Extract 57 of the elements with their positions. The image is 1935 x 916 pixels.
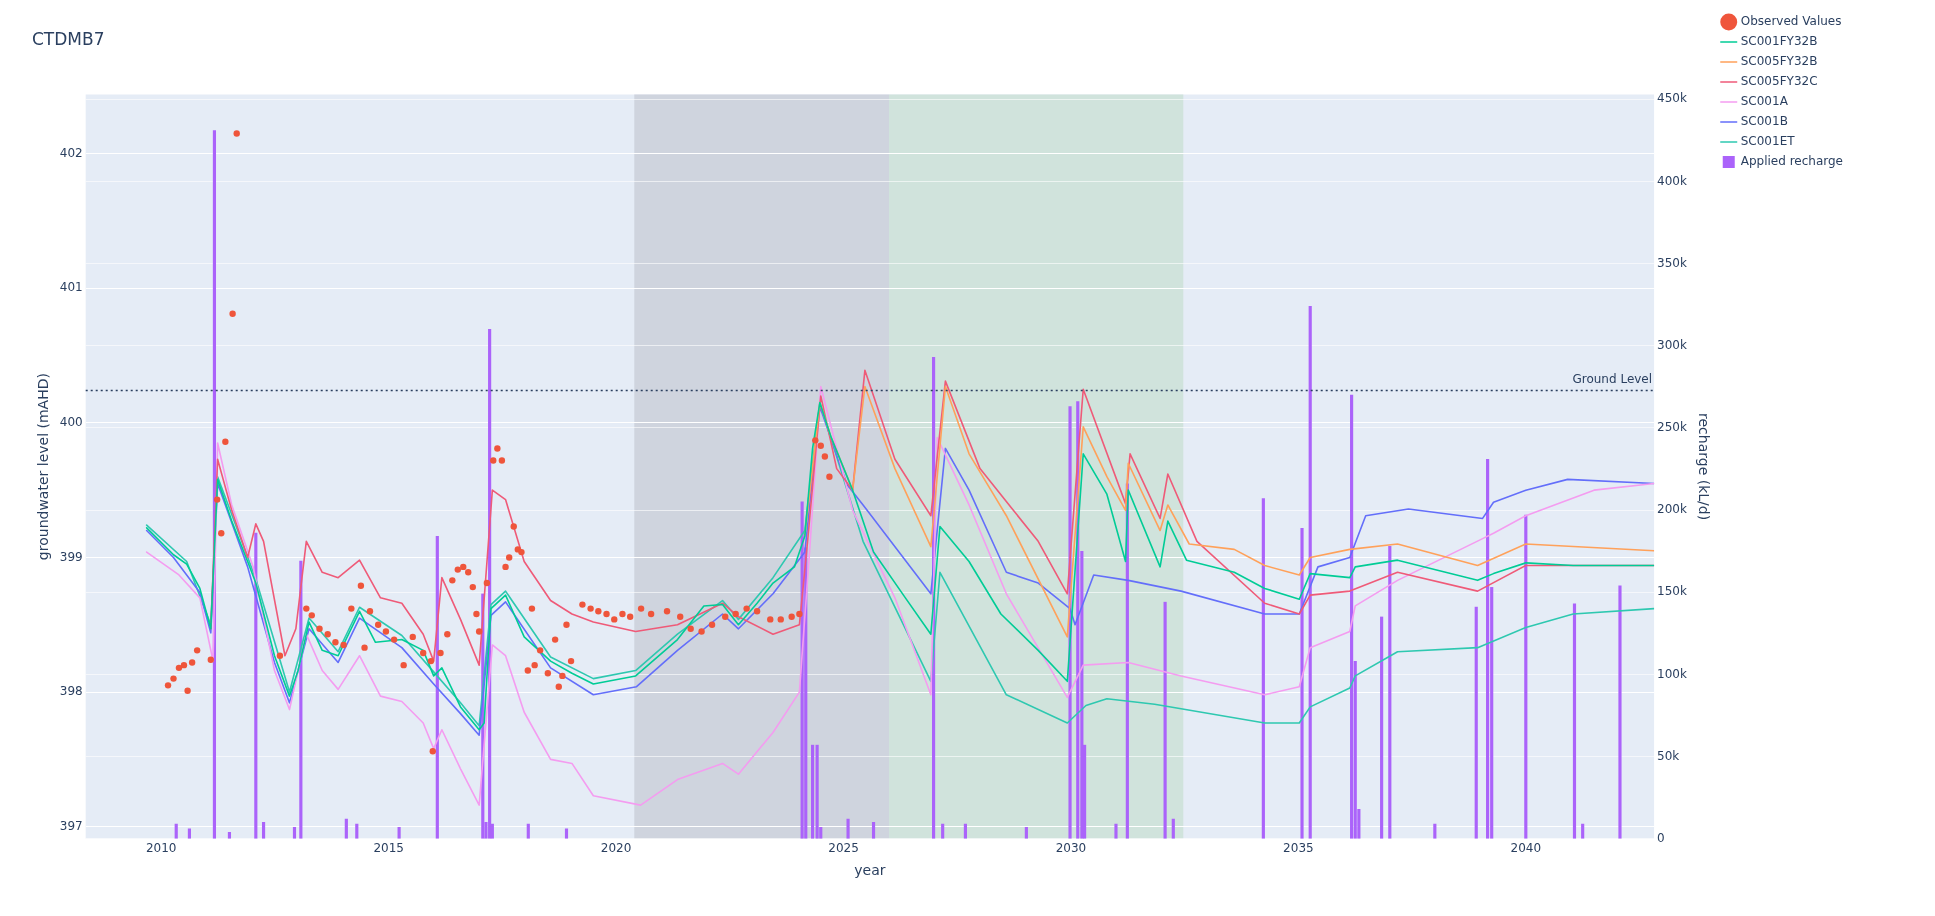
bar [1388,545,1392,839]
bar [1163,601,1167,839]
x-tick-label: 2030 [1055,841,1087,856]
legend-label: SC005FY32C [1740,74,1818,89]
y2-tick-label: 300k [1657,337,1687,352]
bar [1524,514,1528,839]
legend-label: Applied recharge [1740,154,1844,169]
legend-label: SC001A [1740,94,1789,109]
x-tick-label: 2035 [1283,841,1314,856]
ref-line-label: Ground Level [1572,371,1653,386]
y2-tick-label: 0 [1657,830,1665,845]
bar [1261,498,1265,839]
bar [1171,818,1175,839]
x-axis-title: year [854,862,886,879]
bar [1486,458,1490,839]
bar [254,532,258,839]
y2-tick-label: 250k [1657,420,1687,435]
bar [344,818,348,839]
x-tick-label: 2025 [828,841,859,856]
bar [1114,823,1118,839]
y2-tick-label: 50k [1657,748,1680,763]
y2-tick-label: 150k [1657,584,1687,599]
legend-label: Observed Values [1740,14,1842,29]
bar [1350,394,1354,839]
y-tick-label: 397 [59,818,83,833]
y-tick-label: 400 [59,414,83,429]
y-tick-label: 398 [59,684,83,699]
x-tick-label: 2040 [1510,841,1542,856]
y-tick-label: 401 [59,280,83,295]
bar [261,822,266,839]
bar [1300,527,1304,839]
y2-tick-label: 350k [1657,255,1687,270]
y-tick-label: 399 [59,549,83,564]
y2-tick-label: 100k [1657,666,1687,681]
y2-axis-title: recharge (kL/d) [1695,413,1712,521]
y-tick-label: 402 [59,145,83,160]
bar [811,744,815,839]
x-tick-label: 2010 [145,841,177,856]
x-tick-label: 2020 [600,841,632,856]
legend-label: SC001FY32B [1740,34,1818,49]
legend-label: SC001ET [1740,134,1796,149]
y2-tick-label: 200k [1657,502,1687,517]
y-axis-title: groundwater level (mAHD) [35,373,52,561]
bar [871,822,876,839]
bar [1572,603,1577,839]
legend-label: SC005FY32B [1740,54,1818,69]
x-tick-label: 2015 [373,841,404,856]
y2-tick-label: 450k [1657,91,1687,106]
bar [815,744,819,839]
legend-label: SC001B [1740,114,1788,129]
bar [1308,306,1312,839]
y2-tick-label: 400k [1657,173,1687,188]
bar [846,818,850,839]
bar [1618,585,1622,839]
bar [1474,606,1478,839]
chart-title: CTDMB7 [32,28,105,49]
bar [1380,616,1384,839]
